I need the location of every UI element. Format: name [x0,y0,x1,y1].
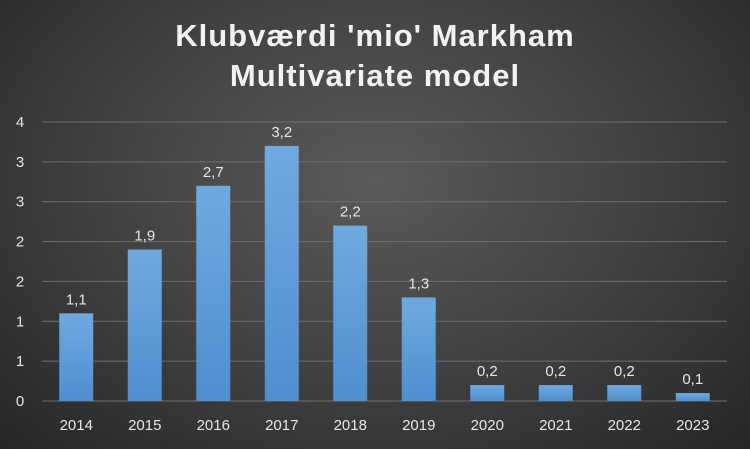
data-label-2019: 1,3 [408,275,429,292]
bar-2022 [607,385,642,401]
y-tick-label: 1 [16,313,24,330]
bar-2017 [264,145,299,401]
data-labels: 1,1 1,9 2,7 3,2 2,2 1,3 0,2 0,2 0,2 0,1 [66,124,703,388]
data-label-2016: 2,7 [203,164,224,181]
data-label-2023: 0,1 [682,371,703,388]
y-tick-label: 1 [16,353,24,370]
chart-title: Klubværdi 'mio' Markham Multivariate mod… [0,16,750,96]
data-label-2018: 2,2 [340,204,361,221]
x-tick-label-2023: 2023 [676,417,709,434]
x-tick-label-2015: 2015 [128,417,161,434]
data-label-2017: 3,2 [271,124,292,141]
y-tick-label: 2 [16,234,24,251]
bar-2019 [401,297,436,401]
chart-title-line2: Multivariate model [229,58,521,93]
x-tick-label-2021: 2021 [539,417,572,434]
bars [59,145,710,401]
bar-2015 [127,249,162,401]
x-tick-label-2022: 2022 [608,417,641,434]
y-tick-label: 4 [16,114,24,131]
y-tick-label: 3 [16,154,24,171]
x-tick-label-2018: 2018 [334,417,367,434]
x-axis-ticks: 2014 2015 2016 2017 2018 2019 2020 2021 2022 2023 [60,417,710,434]
x-tick-label-2014: 2014 [60,417,93,434]
y-tick-label: 2 [16,273,24,290]
x-tick-label-2016: 2016 [197,417,230,434]
data-label-2020: 0,2 [477,363,498,380]
x-tick-label-2020: 2020 [471,417,504,434]
y-tick-label: 0 [16,393,24,410]
bar-2021 [538,385,573,401]
x-tick-label-2017: 2017 [265,417,298,434]
data-label-2021: 0,2 [545,363,566,380]
chart-title-line1: Klubværdi 'mio' Markham [175,18,575,53]
y-axis-ticks: 0 1 1 2 2 3 3 4 [16,114,24,410]
data-label-2022: 0,2 [614,363,635,380]
bar-2018 [333,225,368,401]
data-label-2014: 1,1 [66,291,87,308]
bar-2014 [59,313,94,401]
bar-2016 [196,185,231,401]
gridlines [42,121,727,402]
x-tick-label-2019: 2019 [402,417,435,434]
bar-2020 [470,385,505,401]
bar-2023 [675,393,710,401]
data-label-2015: 1,9 [134,228,155,245]
y-tick-label: 3 [16,194,24,211]
